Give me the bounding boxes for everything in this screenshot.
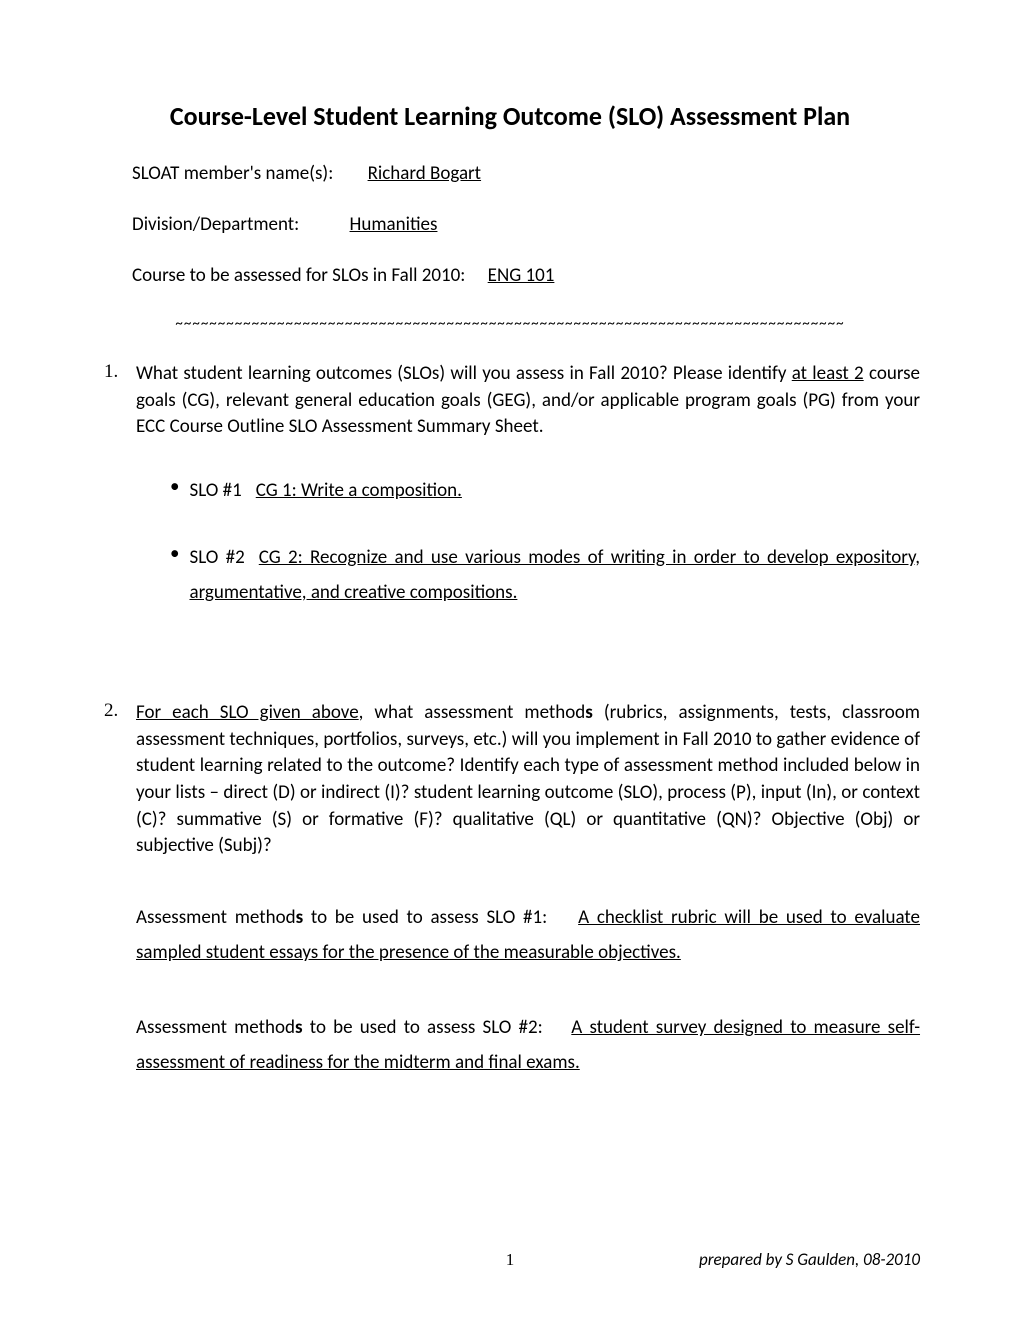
- q2-text: For each SLO given above, what assessmen…: [136, 700, 920, 860]
- assessment-1: Assessment methods to be used to assess …: [136, 900, 920, 970]
- slo-1-item: • SLO #1 CG 1: Write a composition.: [170, 473, 920, 508]
- q1-number: 1.: [100, 361, 136, 383]
- q2-text-underline: For each SLO given above: [136, 701, 359, 724]
- page-title: Course-Level Student Learning Outcome (S…: [100, 100, 920, 132]
- course-label: Course to be assessed for SLOs in Fall 2…: [132, 264, 465, 287]
- assessment-2: Assessment methods to be used to assess …: [136, 1010, 920, 1080]
- q1-text: What student learning outcomes (SLOs) wi…: [136, 361, 920, 441]
- bullet-icon: •: [170, 473, 179, 502]
- q2-text-bold: s: [585, 701, 593, 724]
- dept-value: Humanities: [350, 213, 438, 236]
- field-department: Division/Department: Humanities: [132, 213, 920, 236]
- assess2-label-post: to be used to assess SLO #2:: [303, 1016, 543, 1039]
- slo1-text: CG 1: Write a composition.: [256, 479, 462, 502]
- field-course: Course to be assessed for SLOs in Fall 2…: [132, 264, 920, 287]
- slo2-text: CG 2: Recognize and use various modes of…: [189, 546, 920, 604]
- footer: 1 prepared by S Gaulden, 08-2010: [100, 1249, 920, 1270]
- q1-text-pre: What student learning outcomes (SLOs) wi…: [136, 362, 792, 385]
- assess2-label-pre: Assessment method: [136, 1016, 295, 1039]
- assess1-label-post: to be used to assess SLO #1:: [303, 906, 547, 929]
- question-1: 1. What student learning outcomes (SLOs)…: [100, 361, 920, 610]
- slo1-label: SLO #1: [189, 479, 241, 502]
- q1-text-underline: at least 2: [792, 362, 864, 385]
- member-label: SLOAT member's name(s):: [132, 162, 333, 185]
- q2-text-post: (rubrics, assignments, tests, classroom …: [136, 701, 920, 857]
- q2-number: 2.: [100, 700, 136, 722]
- bullet-icon: •: [170, 540, 179, 569]
- slo2-label: SLO #2: [189, 546, 244, 569]
- divider: ~~~~~~~~~~~~~~~~~~~~~~~~~~~~~~~~~~~~~~~~…: [100, 315, 920, 333]
- assess2-label-bold: s: [295, 1016, 303, 1039]
- field-member: SLOAT member's name(s): Richard Bogart: [132, 162, 920, 185]
- assess1-label-pre: Assessment method: [136, 906, 296, 929]
- prepared-by: prepared by S Gaulden, 08-2010: [699, 1249, 920, 1270]
- q2-text-mid1: , what assessment method: [359, 701, 586, 724]
- question-2: 2. For each SLO given above, what assess…: [100, 700, 920, 1080]
- course-value: ENG 101: [488, 264, 555, 287]
- page-number: 1: [506, 1250, 515, 1270]
- dept-label: Division/Department:: [132, 213, 299, 236]
- member-value: Richard Bogart: [368, 162, 481, 185]
- slo-2-item: • SLO #2CG 2: Recognize and use various …: [170, 540, 920, 610]
